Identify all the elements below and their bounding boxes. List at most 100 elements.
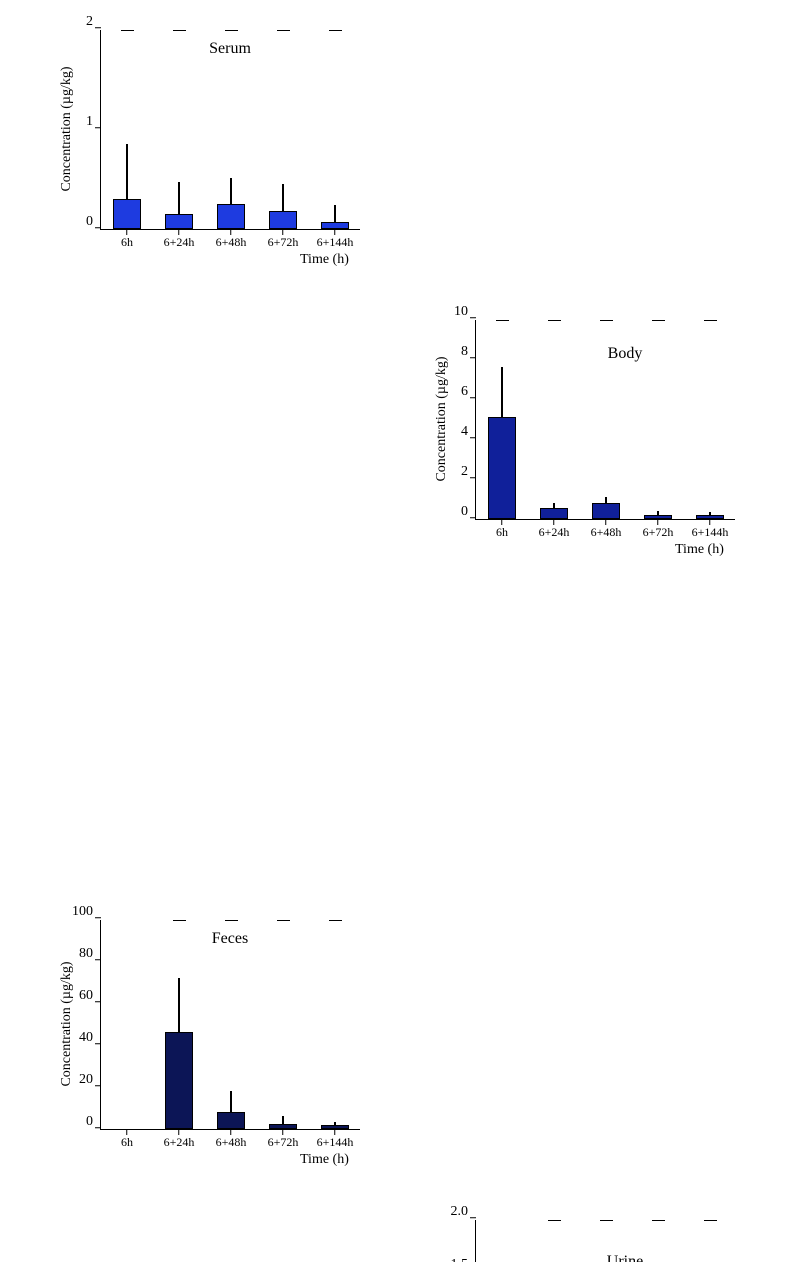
body-bar [644,515,673,519]
serum-bar [113,199,142,229]
panel-serum: 0126h6+24h6+48h6+72h6+144h Concentration … [30,5,390,295]
feces-plot-area: 0204060801006h6+24h6+48h6+72h6+144h [100,920,360,1130]
serum-xtick-label: 6+48h [216,235,247,250]
body-errorcap [704,320,717,321]
serum-ytick-label: 1 [86,114,93,130]
feces-errorbar [230,1091,231,1112]
urine-ytick-label: 2.0 [451,1204,469,1220]
body-ytick [470,397,476,398]
body-plot-area: 02468106h6+24h6+48h6+72h6+144h [475,320,735,520]
chart-grid: 0126h6+24h6+48h6+72h6+144hConcentration … [0,0,790,631]
feces-errorbar [282,1116,283,1123]
body-ytick-label: 6 [461,384,468,400]
feces-ytick-label: 80 [79,946,93,962]
feces-errorbar [178,978,179,1033]
body-ytick [470,357,476,358]
feces-ytick-label: 0 [86,1114,93,1130]
feces-errorbar [334,1122,335,1125]
serum-bar [165,214,194,229]
urine-ylabel: Concentration (µg/kg) [434,1239,450,1262]
serum-ytick-label: 0 [86,214,93,230]
serum-errorbar [126,144,127,199]
feces-errorcap [225,920,238,921]
body-bar [540,508,569,519]
body-errorbar [605,497,606,503]
serum-ytick-label: 2 [86,14,93,30]
serum-bar [321,222,350,229]
serum-ytick [95,227,101,228]
serum-ytick [95,127,101,128]
serum-xtick-label: 6h [121,235,133,250]
body-ytick-label: 10 [454,304,468,320]
feces-ytick [95,1085,101,1086]
panel-urine: 0.00.51.01.52.06h6+24h6+48h6+72h6+144h Co… [400,1195,780,1262]
serum-errorbar [282,184,283,211]
serum-errorcap [329,30,342,31]
serum-errorbar [334,205,335,222]
serum-ylabel: Concentration (µg/kg) [59,44,75,214]
feces-errorcap [173,920,186,921]
panel-feces: 0204060801006h6+24h6+48h6+72h6+144h Conce… [30,895,390,1195]
feces-ytick-label: 100 [72,904,93,920]
body-xtick-label: 6h [496,525,508,540]
body-ytick-label: 4 [461,424,468,440]
feces-xtick-label: 6h [121,1135,133,1150]
body-ylabel: Concentration (µg/kg) [434,334,450,504]
body-title: Body [608,345,643,363]
serum-errorcap [277,30,290,31]
feces-ytick-label: 40 [79,1030,93,1046]
feces-ytick-label: 20 [79,1072,93,1088]
serum-errorcap [225,30,238,31]
body-bar [488,417,517,519]
body-xtick-label: 6+24h [539,525,570,540]
body-xlabel: Time (h) [675,542,724,558]
serum-xtick-label: 6+72h [268,235,299,250]
body-ytick [470,517,476,518]
urine-ytick [470,1217,476,1218]
feces-bar [269,1124,298,1129]
serum-bar [217,204,246,229]
body-errorbar [553,503,554,508]
body-ytick [470,317,476,318]
panel-body: 02468106h6+24h6+48h6+72h6+144h Concentrat… [400,295,780,585]
feces-xtick-label: 6+24h [164,1135,195,1150]
feces-xtick-label: 6+72h [268,1135,299,1150]
body-errorcap [496,320,509,321]
feces-ylabel: Concentration (µg/kg) [59,939,75,1109]
urine-errorcap [652,1220,665,1221]
urine-errorcap [600,1220,613,1221]
urine-errorcap [704,1220,717,1221]
serum-errorcap [173,30,186,31]
feces-bar [165,1032,194,1129]
body-xtick-label: 6+144h [692,525,729,540]
body-ytick-label: 8 [461,344,468,360]
body-errorbar [657,511,658,515]
body-errorbar [709,512,710,515]
body-errorcap [600,320,613,321]
feces-ytick [95,1001,101,1002]
body-ytick [470,437,476,438]
feces-ytick [95,959,101,960]
body-errorbar [501,367,502,417]
feces-errorcap [277,920,290,921]
body-bar [696,515,725,519]
urine-plot-area: 0.00.51.01.52.06h6+24h6+48h6+72h6+144h [475,1220,735,1262]
feces-errorcap [329,920,342,921]
serum-title: Serum [209,40,251,58]
feces-ytick-label: 60 [79,988,93,1004]
feces-title: Feces [212,930,248,948]
feces-xtick-label: 6+48h [216,1135,247,1150]
serum-errorbar [230,178,231,204]
serum-xlabel: Time (h) [300,252,349,268]
feces-ytick [95,917,101,918]
feces-xlabel: Time (h) [300,1152,349,1168]
body-xtick-label: 6+72h [643,525,674,540]
feces-bar [217,1112,246,1129]
serum-errorbar [178,182,179,214]
serum-plot-area: 0126h6+24h6+48h6+72h6+144h [100,30,360,230]
urine-ytick-label: 1.5 [451,1257,469,1262]
body-bar [592,503,621,519]
urine-errorcap [548,1220,561,1221]
feces-ytick [95,1043,101,1044]
body-ytick-label: 0 [461,504,468,520]
